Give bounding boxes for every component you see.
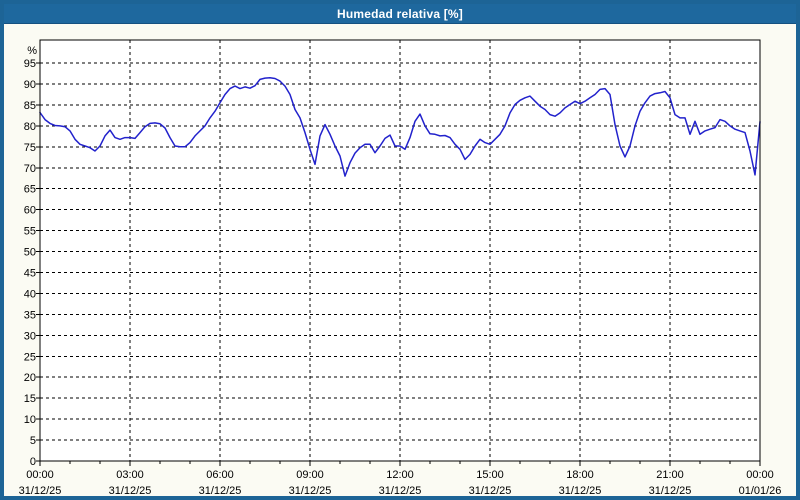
x-tick-time-label: 12:00 — [386, 469, 414, 481]
window-titlebar: Humedad relativa [%] — [4, 4, 796, 24]
x-tick-date-label: 31/12/25 — [469, 485, 512, 496]
plot-border — [39, 39, 761, 462]
y-tick-label: 90 — [24, 79, 36, 91]
chart-title: Humedad relativa [%] — [336, 6, 464, 21]
y-axis-unit-label: % — [27, 45, 37, 57]
x-tick-time-label: 03:00 — [116, 469, 144, 481]
x-tick-time-label: 09:00 — [296, 469, 324, 481]
x-tick-date-label: 31/12/25 — [379, 485, 422, 496]
y-tick-label: 30 — [24, 330, 36, 342]
y-tick-label: 5 — [30, 435, 36, 447]
y-tick-label: 60 — [24, 205, 36, 217]
chart-area: 0 5 10 15 20 25 30 35 40 45 50 55 60 65 70 75 80 85 90 95% 0… — [4, 24, 796, 496]
x-tick-time-label: 00:00 — [26, 469, 54, 481]
x-tick-date-label: 31/12/25 — [559, 485, 602, 496]
y-tick-label: 15 — [24, 393, 36, 405]
y-tick-label: 10 — [24, 414, 36, 426]
y-tick-label: 50 — [24, 247, 36, 259]
x-tick-date-label: 31/12/25 — [109, 485, 152, 496]
x-tick-date-label: 01/01/26 — [739, 485, 782, 496]
y-tick-label: 55 — [24, 226, 36, 238]
x-tick-time-label: 00:00 — [746, 469, 774, 481]
y-tick-label: 85 — [24, 100, 36, 112]
x-tick-time-label: 15:00 — [476, 469, 504, 481]
x-tick-date-label: 31/12/25 — [289, 485, 332, 496]
humidity-line-chart: 0 5 10 15 20 25 30 35 40 45 50 55 60 65 70 75 80 85 90 95% 0… — [19, 39, 782, 496]
y-tick-label: 20 — [24, 372, 36, 384]
y-tick-label: 70 — [24, 163, 36, 175]
y-tick-label: 35 — [24, 309, 36, 321]
x-tick-time-label: 21:00 — [656, 469, 684, 481]
y-tick-label: 40 — [24, 288, 36, 300]
y-tick-label: 65 — [24, 184, 36, 196]
y-tick-label: 75 — [24, 142, 36, 154]
x-tick-date-label: 31/12/25 — [19, 485, 62, 496]
x-tick-time-label: 18:00 — [566, 469, 594, 481]
x-tick-date-label: 31/12/25 — [649, 485, 692, 496]
y-tick-label: 80 — [24, 121, 36, 133]
humidity-line-series — [39, 76, 761, 177]
x-tick-date-label: 31/12/25 — [199, 485, 242, 496]
y-tick-label: 25 — [24, 351, 36, 363]
y-tick-label: 95 — [24, 58, 36, 70]
x-tick-time-label: 06:00 — [206, 469, 234, 481]
y-tick-label: 45 — [24, 267, 36, 279]
y-tick-label: 0 — [30, 456, 36, 468]
